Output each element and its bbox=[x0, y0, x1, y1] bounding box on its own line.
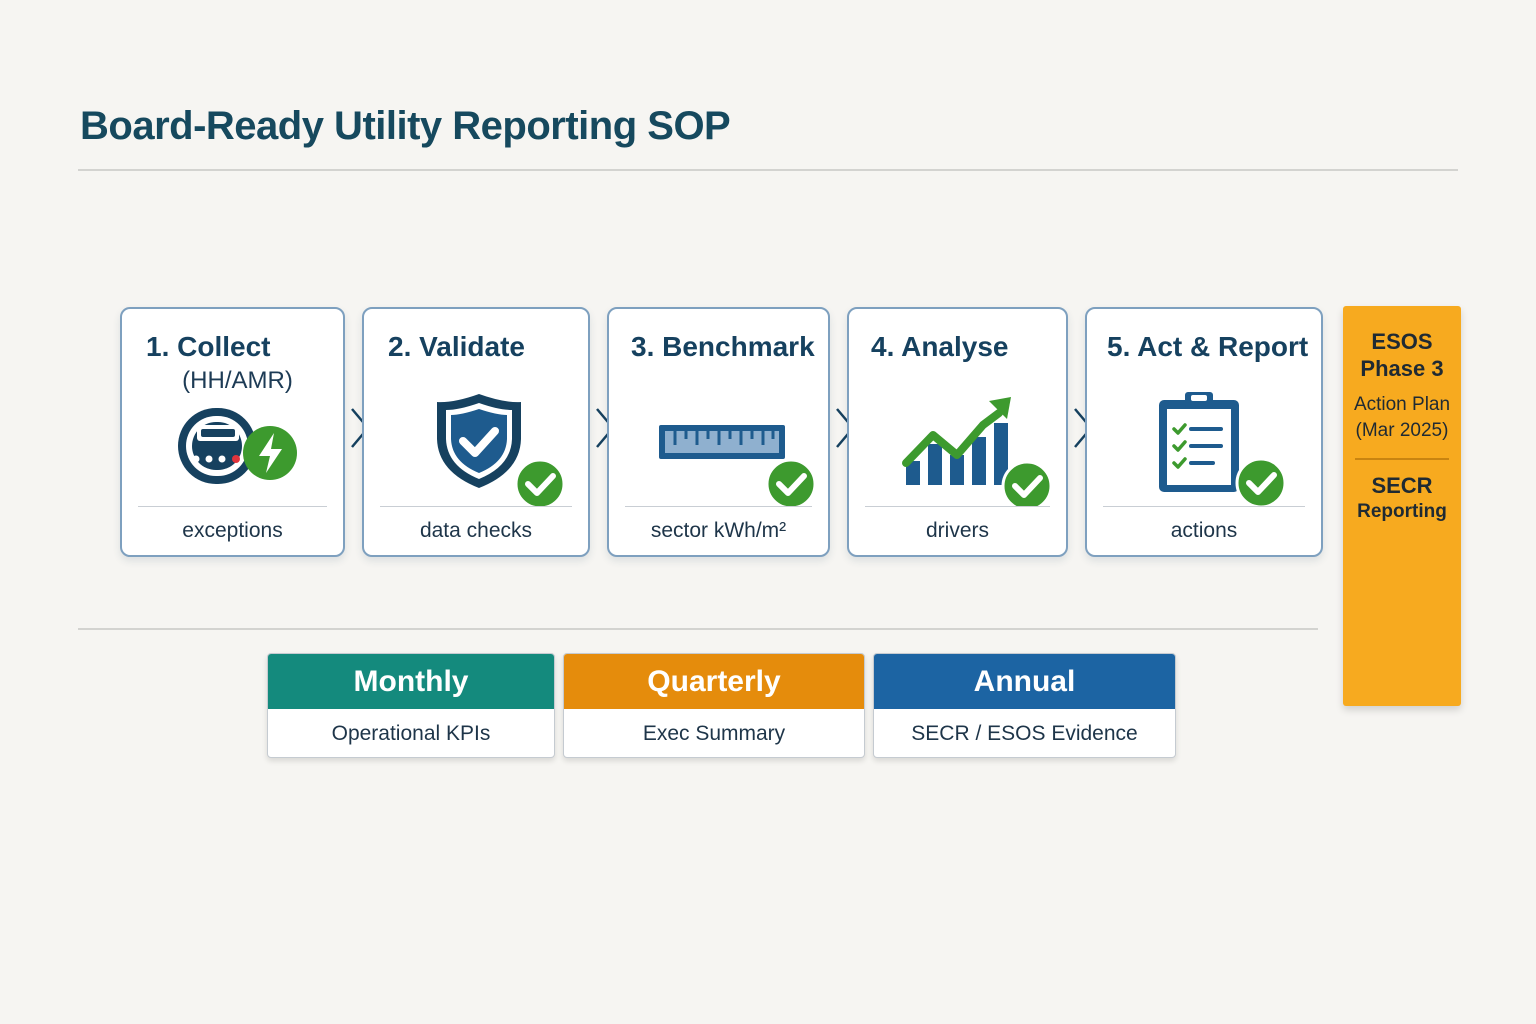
cadence-label: Annual bbox=[874, 654, 1175, 709]
step-title: 5. Act & Report bbox=[1107, 331, 1309, 362]
step-caption: exceptions bbox=[182, 519, 283, 542]
growth-chart-icon bbox=[849, 389, 1066, 507]
step-card-benchmark[interactable]: 3. Benchmark sector kWh/m² bbox=[607, 307, 830, 557]
step-caption: sector kWh/m² bbox=[650, 519, 787, 542]
cadence-monthly[interactable]: Monthly Operational KPIs bbox=[267, 653, 555, 758]
cadence-annual[interactable]: Annual SECR / ESOS Evidence bbox=[873, 653, 1176, 758]
step-divider bbox=[380, 506, 572, 507]
esos-text-line1: Action Plan bbox=[1353, 394, 1451, 415]
secr-heading-line2: Reporting bbox=[1357, 501, 1447, 522]
step-title: 1. Collect bbox=[146, 331, 271, 362]
ruler-icon bbox=[609, 389, 828, 507]
cadence-description: Exec Summary bbox=[642, 722, 786, 745]
cadence-quarterly[interactable]: Quarterly Exec Summary bbox=[563, 653, 865, 758]
step-card-validate[interactable]: 2. Validate data checks bbox=[362, 307, 590, 557]
cadence-label: Quarterly bbox=[564, 654, 864, 709]
step-card-act-report[interactable]: 5. Act & Report actions bbox=[1085, 307, 1323, 557]
section-divider bbox=[78, 628, 1318, 630]
cadence-description: Operational KPIs bbox=[331, 722, 491, 745]
esos-text-line2: (Mar 2025) bbox=[1355, 420, 1449, 441]
cadence-label: Monthly bbox=[268, 654, 554, 709]
step-title: 3. Benchmark bbox=[631, 331, 815, 362]
esos-heading-line1: ESOS bbox=[1371, 329, 1433, 354]
cadence-description: SECR / ESOS Evidence bbox=[911, 722, 1138, 745]
clipboard-checklist-icon bbox=[1087, 389, 1321, 507]
esos-heading-line2: Phase 3 bbox=[1360, 356, 1444, 381]
step-title: 2. Validate bbox=[388, 331, 525, 362]
step-divider bbox=[625, 506, 812, 507]
esos-divider bbox=[1355, 458, 1449, 460]
smart-meter-icon bbox=[122, 389, 343, 507]
step-caption: data checks bbox=[419, 519, 533, 542]
step-divider bbox=[138, 506, 327, 507]
step-card-analyse[interactable]: 4. Analyse drivers bbox=[847, 307, 1068, 557]
step-divider bbox=[865, 506, 1050, 507]
shield-check-icon bbox=[364, 389, 588, 507]
step-divider bbox=[1103, 506, 1305, 507]
step-caption: drivers bbox=[925, 519, 989, 542]
esos-secr-panel: ESOS Phase 3 Action Plan (Mar 2025) SECR… bbox=[1343, 306, 1461, 706]
step-subtitle: (HH/AMR) bbox=[182, 367, 293, 394]
page-title: Board-Ready Utility Reporting SOP bbox=[80, 104, 731, 148]
title-divider bbox=[78, 169, 1458, 171]
secr-heading-line1: SECR bbox=[1371, 473, 1433, 498]
step-caption: actions bbox=[1170, 519, 1238, 542]
step-title: 4. Analyse bbox=[871, 331, 1009, 362]
step-card-collect[interactable]: 1. Collect (HH/AMR) exceptions bbox=[120, 307, 345, 557]
